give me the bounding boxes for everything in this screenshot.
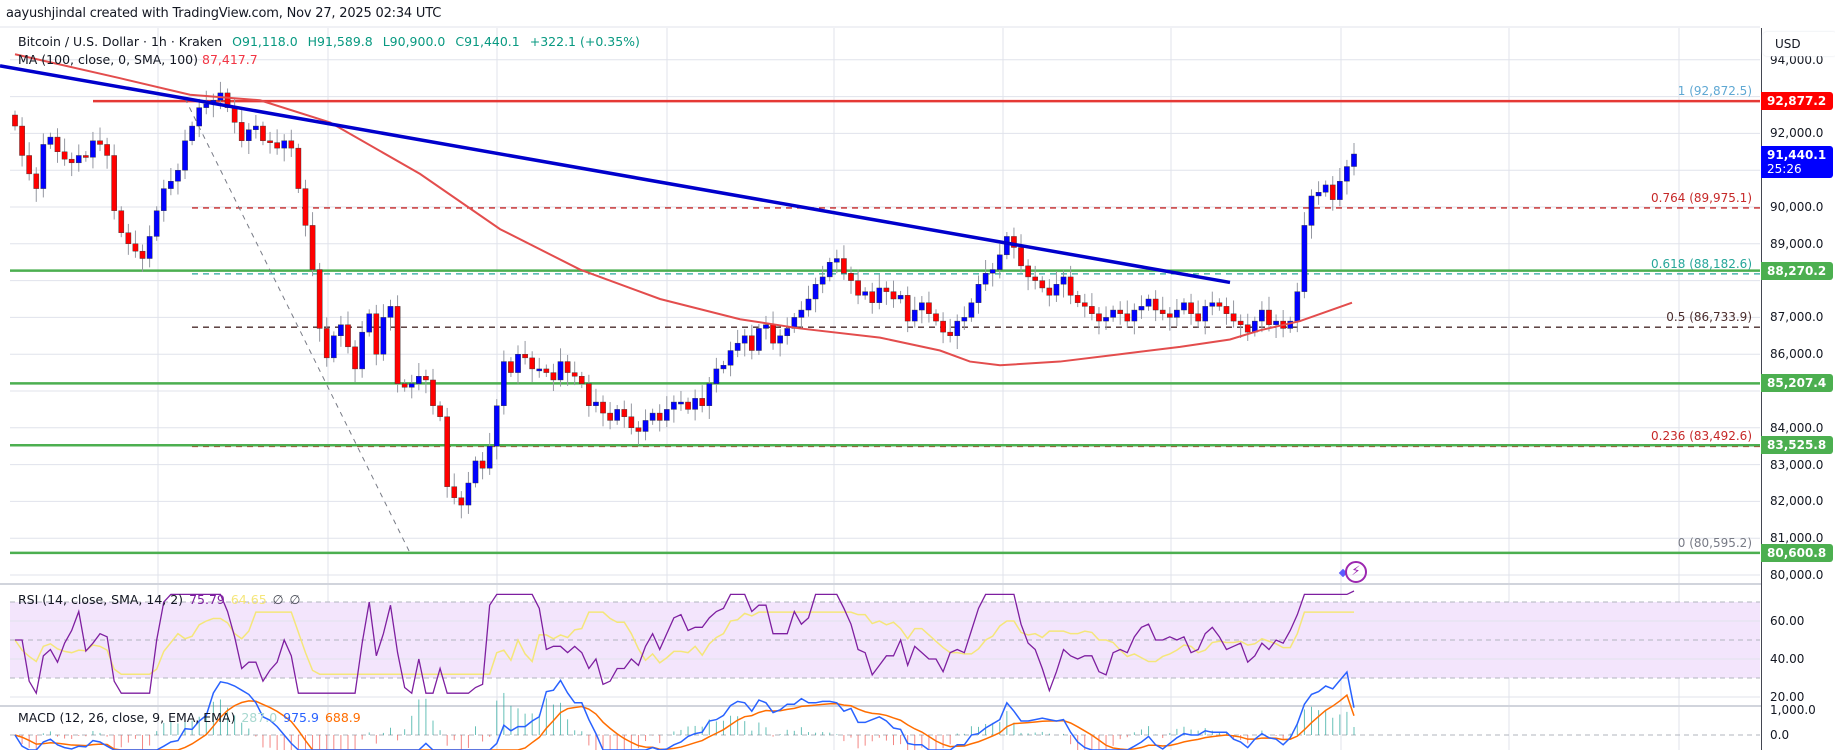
fib-level-label: 0.764 (89,975.1)	[1651, 190, 1752, 205]
ohlc-change: +322.1 (+0.35%)	[529, 34, 640, 49]
ma-label: MA (100, close, 0, SMA, 100)	[18, 52, 198, 67]
rsi-tick: 60.00	[1770, 614, 1805, 628]
price-tick: 92,000.0	[1770, 126, 1824, 141]
symbol-title[interactable]: Bitcoin / U.S. Dollar · 1h · Kraken	[18, 34, 223, 49]
fib-level-label: 0 (80,595.2)	[1677, 536, 1752, 551]
price-label: 80,600.8	[1761, 543, 1833, 562]
ohlc-open: O91,118.0	[232, 34, 298, 49]
fib-level-label: 0.236 (83,492.6)	[1651, 429, 1752, 444]
price-tick: 90,000.0	[1770, 200, 1824, 214]
price-label: 92,877.2	[1761, 92, 1833, 111]
price-tick: 87,000.0	[1770, 310, 1824, 325]
price-tick: 82,000.0	[1770, 494, 1824, 509]
price-tick: 86,000.0	[1770, 347, 1824, 362]
macd-value: 975.9	[283, 710, 319, 725]
macd-legend[interactable]: MACD (12, 26, close, 9, EMA, EMA) 287.0 97…	[18, 710, 361, 725]
rsi-sma-value: 64.65	[230, 592, 267, 607]
price-tick: 81,000.0	[1770, 531, 1824, 546]
price-tick: 80,000.0	[1770, 568, 1824, 582]
credit-line: aayushjindal created with TradingView.co…	[6, 6, 442, 21]
fib-level-label: 0.5 (86,733.9)	[1666, 310, 1752, 325]
price-tick: 89,000.0	[1770, 236, 1824, 251]
macd-tick: 0.0	[1770, 728, 1790, 742]
rsi-extra-2: ∅	[289, 592, 301, 607]
fib-level-label: 0.618 (88,182.6)	[1651, 256, 1752, 271]
price-tick: 83,000.0	[1770, 457, 1824, 472]
lightning-icon[interactable]: ⚡	[1345, 561, 1367, 583]
rsi-label: RSI (14, close, SMA, 14, 2)	[18, 592, 184, 607]
price-label: 83,525.8	[1761, 436, 1833, 455]
ohlc-low: L90,900.0	[382, 34, 446, 49]
price-label: 88,270.2	[1761, 261, 1833, 280]
price-label: 91,440.1 25:26	[1761, 146, 1833, 178]
rsi-extra-1: ∅	[272, 592, 284, 607]
currency-button[interactable]: USD	[1763, 32, 1835, 56]
macd-tick: 1,000.0	[1770, 703, 1816, 717]
price-label: 85,207.4	[1761, 374, 1833, 393]
symbol-legend: Bitcoin / U.S. Dollar · 1h · Kraken O91,…	[18, 34, 646, 49]
macd-signal-value: 688.9	[324, 710, 361, 725]
macd-label: MACD (12, 26, close, 9, EMA, EMA)	[18, 710, 236, 725]
price-tick: 84,000.0	[1770, 420, 1824, 435]
ma-value: 87,417.7	[202, 52, 258, 67]
rsi-legend[interactable]: RSI (14, close, SMA, 14, 2) 75.79 64.65 ∅ ∅	[18, 592, 300, 607]
rsi-tick: 20.00	[1770, 690, 1805, 704]
ohlc-close: C91,440.1	[455, 34, 520, 49]
ohlc-high: H91,589.8	[307, 34, 373, 49]
ma-legend[interactable]: MA (100, close, 0, SMA, 100) 87,417.7	[18, 52, 258, 67]
rsi-value: 75.79	[189, 592, 225, 607]
price-tick: 94,000.0	[1770, 52, 1824, 67]
macd-hist-value: 287.0	[241, 710, 278, 725]
rsi-tick: 40.00	[1770, 652, 1805, 666]
fib-level-label: 1 (92,872.5)	[1677, 84, 1752, 99]
